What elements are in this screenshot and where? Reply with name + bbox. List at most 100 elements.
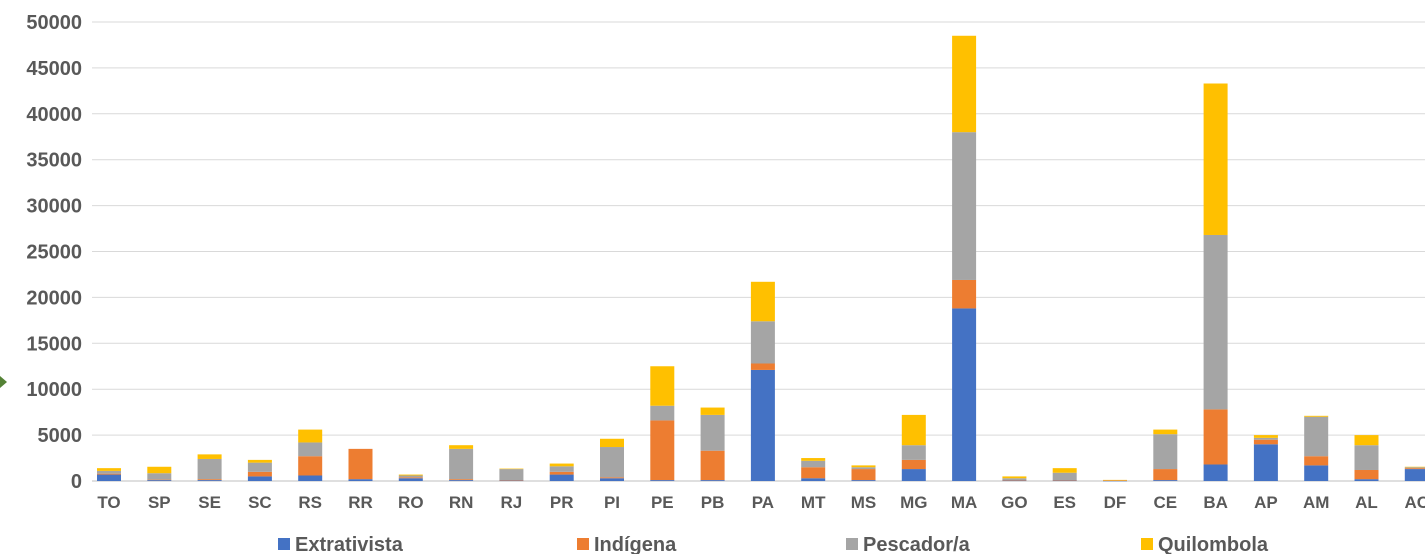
bar-segment-pr-3 [549, 466, 574, 472]
bar-segment-pi-3 [600, 447, 624, 478]
bar-segment-mg-2 [901, 459, 926, 470]
bar-segment-ac-1 [1404, 469, 1425, 481]
x-tick-label: RS [298, 493, 322, 512]
bar-segment-ac-2 [1404, 468, 1425, 470]
y-tick-label: 25000 [26, 242, 82, 264]
bar-segment-pe-3 [650, 405, 675, 421]
x-axis-ticks: TO SP SE SC RS RR RO RN RJ PR PI PE PB PA MT MS MG MA GO ES… [97, 493, 1425, 512]
x-tick-label: PI [604, 493, 620, 512]
bar-segment-to-3 [97, 470, 121, 474]
x-tick-label: RR [348, 493, 373, 512]
bar-segment-es-3 [1052, 472, 1077, 481]
y-tick-label: 35000 [26, 150, 82, 172]
legend-label: Extrativista [295, 534, 404, 554]
bar-segment-df-4 [1103, 479, 1127, 481]
bar-segment-ce-4 [1153, 429, 1178, 435]
x-tick-label: PA [752, 493, 774, 512]
bar-segment-mt-4 [801, 458, 826, 461]
y-tick-label: 10000 [26, 379, 82, 401]
bar-segment-sp-3 [147, 473, 172, 480]
bar-segment-pr-4 [549, 463, 574, 467]
x-tick-label: RN [449, 493, 474, 512]
bar-segment-rj-2 [499, 480, 524, 481]
bar-segment-sc-4 [247, 459, 272, 463]
bar-segment-df-2 [1103, 480, 1127, 481]
bar-segment-ce-1 [1153, 480, 1178, 481]
bar-segment-ma-2 [952, 279, 977, 309]
bar-segment-rr-2 [348, 448, 373, 480]
bar-segment-mg-3 [901, 445, 926, 460]
y-tick-label: 5000 [38, 425, 83, 447]
bar-segment-go-1 [1002, 480, 1027, 482]
bar-segment-ac-4 [1404, 466, 1425, 468]
bar-segment-ap-4 [1253, 435, 1278, 438]
bar-segment-ba-1 [1203, 464, 1228, 481]
bar-segment-pr-2 [549, 471, 574, 475]
bar-segment-rj-1 [499, 480, 524, 482]
bars [97, 35, 1425, 482]
bar-segment-ce-3 [1153, 434, 1178, 470]
x-tick-label: PB [701, 493, 725, 512]
x-tick-label: PE [651, 493, 674, 512]
bar-segment-ro-2 [398, 477, 423, 479]
bar-segment-am-3 [1304, 416, 1329, 457]
legend-swatch [577, 538, 589, 550]
bar-segment-rj-3 [499, 469, 524, 481]
bar-segment-al-2 [1354, 469, 1379, 480]
bar-segment-mt-1 [801, 478, 826, 481]
bar-segment-pe-4 [650, 366, 675, 406]
y-tick-label: 0 [71, 471, 82, 493]
bar-segment-pi-2 [600, 477, 624, 479]
bar-segment-sc-2 [247, 471, 272, 477]
bar-segment-ap-1 [1253, 444, 1278, 481]
x-tick-label: RJ [501, 493, 523, 512]
bar-segment-sc-1 [247, 476, 272, 481]
bar-segment-es-4 [1052, 468, 1077, 473]
arrow-marker [0, 376, 7, 388]
bar-segment-ma-1 [952, 308, 977, 481]
x-tick-label: CE [1153, 493, 1177, 512]
y-tick-label: 15000 [26, 333, 82, 355]
legend-swatch [278, 538, 290, 550]
bar-segment-se-1 [197, 480, 222, 481]
bar-segment-pa-3 [750, 321, 775, 364]
bar-segment-ro-1 [398, 478, 423, 481]
bar-segment-ms-3 [851, 467, 876, 470]
bar-segment-pe-1 [650, 480, 675, 481]
bar-segment-pi-4 [600, 438, 624, 448]
bar-segment-ms-4 [851, 465, 876, 468]
bar-segment-es-1 [1052, 480, 1077, 482]
bar-segment-am-2 [1304, 456, 1329, 466]
bar-segment-go-3 [1002, 478, 1027, 481]
bar-segment-sp-2 [147, 479, 172, 481]
legend-label: Pescador/a [863, 534, 971, 554]
bar-segment-sp-4 [147, 466, 172, 474]
bar-segment-df-1 [1103, 480, 1127, 482]
x-tick-label: AL [1355, 493, 1378, 512]
x-tick-label: AC [1405, 493, 1425, 512]
bar-segment-pe-2 [650, 420, 675, 481]
bar-segment-sc-3 [247, 462, 272, 472]
bar-segment-am-4 [1304, 415, 1329, 417]
legend-label: Quilombola [1158, 534, 1269, 554]
bar-segment-al-4 [1354, 435, 1379, 446]
x-tick-label: BA [1203, 493, 1228, 512]
bar-segment-se-3 [197, 458, 222, 480]
x-tick-label: MA [951, 493, 977, 512]
x-tick-label: SE [198, 493, 221, 512]
y-tick-label: 50000 [26, 12, 82, 34]
x-tick-label: TO [97, 493, 120, 512]
bar-segment-rr-1 [348, 479, 373, 481]
bar-segment-ms-2 [851, 469, 876, 481]
bar-segment-am-1 [1304, 465, 1329, 481]
y-tick-label: 40000 [26, 104, 82, 126]
bar-segment-se-4 [197, 454, 222, 459]
legend-swatch [846, 538, 858, 550]
bar-segment-ac-3 [1404, 467, 1425, 469]
y-tick-label: 30000 [26, 196, 82, 218]
bar-segment-ce-2 [1153, 469, 1178, 481]
bar-segment-pb-2 [700, 450, 725, 481]
bar-segment-ma-3 [952, 132, 977, 280]
bar-segment-go-2 [1002, 480, 1027, 481]
